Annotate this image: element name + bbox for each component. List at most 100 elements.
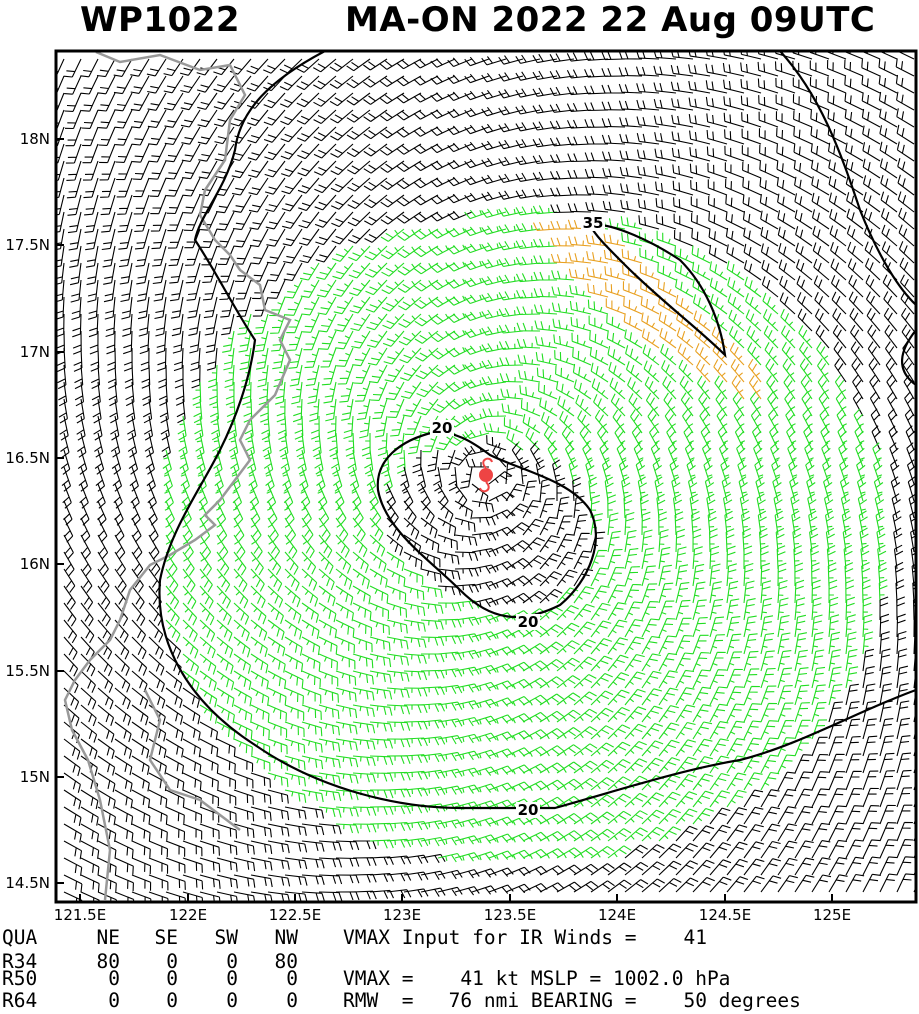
wind-barb (864, 241, 881, 264)
wind-barb (264, 160, 286, 178)
wind-barb (160, 415, 170, 441)
wind-barb (233, 857, 256, 872)
wind-barb (590, 845, 615, 859)
wind-barb (896, 700, 910, 723)
wind-barb (896, 752, 912, 774)
wind-barb (454, 483, 468, 508)
wind-barb (522, 625, 548, 638)
wind-barb (471, 749, 497, 760)
wind-barb (794, 805, 814, 825)
wind-barb (250, 653, 269, 674)
wind-barb (777, 857, 798, 876)
wind-barb (97, 653, 113, 677)
wind-barb (892, 510, 902, 536)
wind-barb (539, 779, 565, 791)
wind-barb (280, 449, 291, 475)
wind-barb (744, 276, 762, 298)
wind-barb (728, 326, 745, 349)
wind-barb (379, 58, 405, 70)
wind-barb (601, 51, 626, 61)
wind-barb (607, 689, 630, 706)
wind-barb (437, 684, 463, 695)
wind-barb (352, 755, 376, 767)
wind-barb (301, 840, 325, 852)
wind-barb (414, 296, 439, 309)
wind-barb (352, 636, 373, 653)
wind-barb (762, 292, 779, 315)
wind-barb (359, 415, 371, 439)
wind-barb (522, 643, 548, 655)
wind-barb (369, 704, 393, 716)
wind-barb (671, 476, 681, 502)
wind-barb (464, 294, 490, 305)
wind-barb (653, 98, 677, 111)
wind-barb (837, 425, 848, 451)
wind-barb (572, 476, 582, 502)
wind-barb (835, 391, 847, 417)
wind-barb (284, 806, 307, 820)
wind-barb (363, 177, 388, 191)
wind-barb (234, 245, 252, 265)
wind-barb (182, 653, 200, 675)
wind-barb (464, 429, 490, 440)
wind-barb (105, 313, 116, 338)
wind-barb (845, 579, 855, 604)
wind-barb (692, 876, 715, 893)
wind-barb (430, 75, 456, 85)
wind-barb (879, 141, 898, 162)
wind-barb (811, 597, 822, 621)
wind-barb (335, 687, 357, 702)
wind-barb (898, 224, 915, 247)
wind-barb (573, 777, 598, 791)
wind-barb (749, 391, 762, 417)
wind-barb (481, 242, 507, 252)
wind-barb (301, 789, 324, 803)
wind-barb (589, 347, 609, 366)
wind-barb (386, 602, 408, 618)
wind-barb (216, 874, 238, 889)
x-tick-label: 121.5E (53, 906, 107, 924)
wind-barb (216, 687, 235, 708)
wind-barb (96, 58, 116, 78)
wind-barb (828, 822, 847, 842)
wind-barb (522, 590, 547, 604)
wind-barb (416, 466, 427, 492)
wind-barb (811, 192, 830, 213)
wind-barb (794, 562, 804, 587)
wind-barb (318, 551, 334, 575)
wind-barb (607, 776, 631, 791)
wind-barb (279, 432, 289, 458)
wind-barb (641, 565, 656, 587)
wind-barb (386, 821, 411, 832)
wind-barb (98, 126, 116, 146)
wind-barb (149, 177, 167, 197)
wind-barb (279, 75, 303, 91)
wind-barb (266, 245, 286, 265)
wind-barb (658, 600, 675, 621)
wind-barb (743, 875, 765, 893)
wind-barb (74, 381, 85, 407)
wind-barb (320, 347, 337, 368)
wind-barb (498, 139, 524, 150)
wind-barb (692, 652, 710, 672)
wind-barb (69, 245, 82, 268)
wind-barb (501, 403, 524, 417)
wind-barb (430, 109, 456, 119)
wind-barb (144, 432, 155, 458)
wind-barb (172, 330, 184, 354)
wind-barb (250, 602, 267, 625)
wind-barb (430, 194, 456, 205)
wind-barb (413, 143, 439, 154)
wind-barb (177, 415, 187, 441)
wind-barb (607, 566, 625, 587)
wind-barb (522, 413, 541, 434)
wind-barb (369, 839, 394, 849)
wind-barb (447, 261, 473, 272)
wind-barb (823, 476, 833, 502)
wind-barb (676, 311, 694, 332)
wind-barb (393, 432, 405, 456)
wind-barb (185, 245, 201, 266)
wind-barb (692, 756, 713, 774)
wind-barb (316, 466, 326, 492)
wind-barb (146, 466, 156, 492)
